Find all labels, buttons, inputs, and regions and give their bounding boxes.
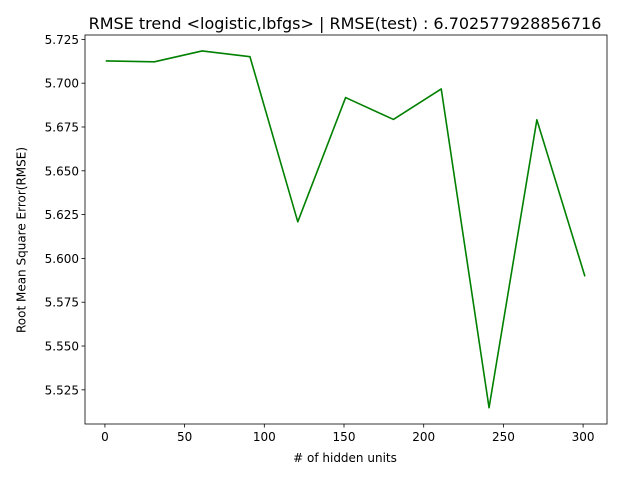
y-tick-label: 5.675 — [45, 120, 79, 134]
y-axis: 5.525 5.550 5.575 5.600 5.625 5.650 5.675 5.700… — [45, 33, 85, 397]
x-tick-label: 200 — [412, 430, 435, 444]
y-tick-label: 5.600 — [45, 252, 79, 266]
y-tick-label: 5.550 — [45, 340, 79, 354]
y-axis-label: Root Mean Square Error(RMSE) — [15, 147, 29, 333]
x-tick-label: 250 — [492, 430, 515, 444]
y-tick-label: 5.625 — [45, 208, 79, 222]
y-tick-label: 5.700 — [45, 77, 79, 91]
series-line-rmse — [105, 50, 586, 409]
y-tick-label: 5.650 — [45, 164, 79, 178]
x-tick-label: 50 — [177, 430, 192, 444]
x-axis-label: # of hidden units — [293, 451, 397, 465]
chart-title: RMSE trend <logistic,lbfgs> | RMSE(test)… — [89, 14, 602, 33]
y-tick-label: 5.525 — [45, 383, 79, 397]
x-axis: 0 50 100 150 200 250 300 — [101, 424, 595, 444]
axes-frame — [84, 34, 608, 425]
x-tick-label: 0 — [101, 430, 109, 444]
x-tick-label: 150 — [333, 430, 356, 444]
x-tick-label: 100 — [253, 430, 276, 444]
y-tick-label: 5.725 — [45, 33, 79, 47]
y-tick-label: 5.575 — [45, 296, 79, 310]
x-tick-label: 300 — [572, 430, 595, 444]
